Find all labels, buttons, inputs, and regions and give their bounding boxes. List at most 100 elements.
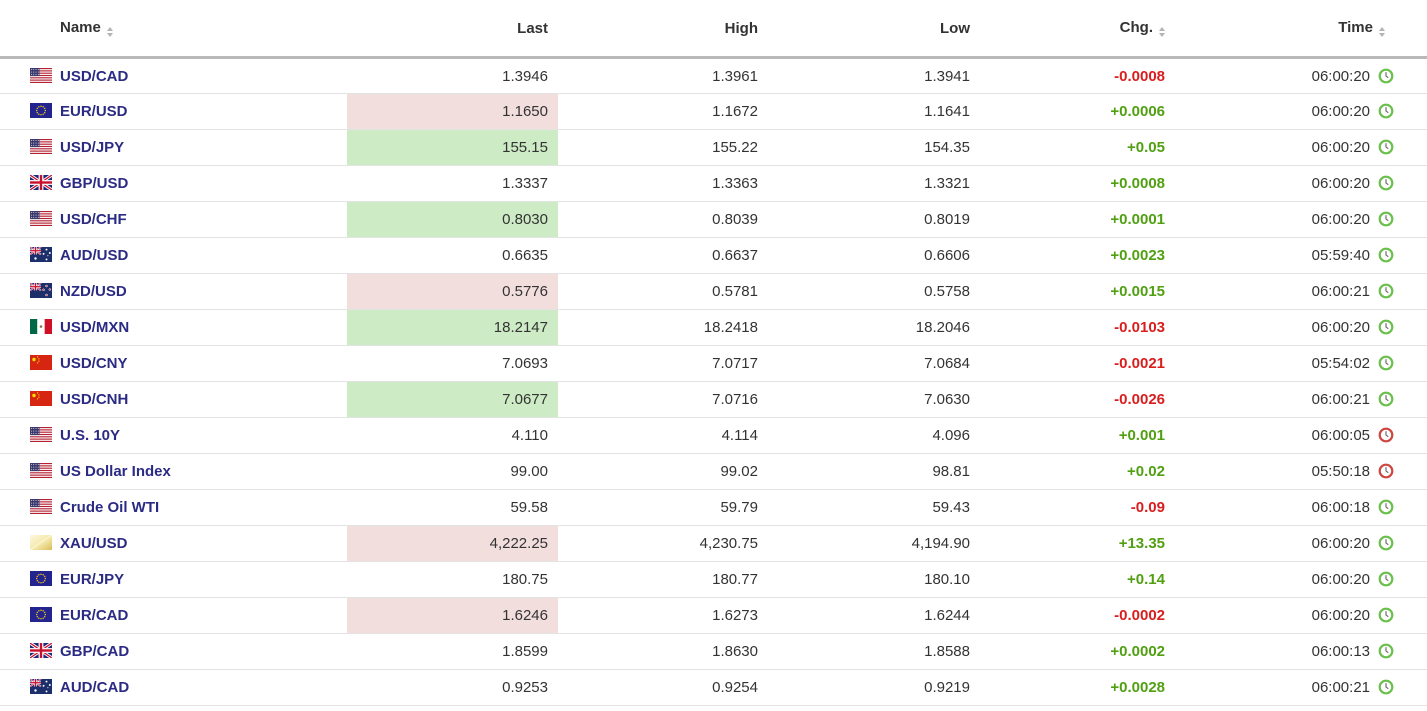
table-row: USD/JPY 155.15 155.22 154.35 +0.05 06:00:20 [0,129,1427,166]
time-text: 05:50:18 [1311,463,1370,480]
eu-flag-icon [30,571,52,586]
time-text: 06:00:20 [1311,319,1370,336]
high-price-cell: 1.3961 [558,57,768,94]
table-row: USD/CNY 7.0693 7.0717 7.0684 -0.0021 05:54:02 [0,345,1427,382]
instrument-cell: GBP/CAD [0,633,347,670]
time-text: 06:00:20 [1311,535,1370,552]
instrument-link[interactable]: USD/MXN [60,319,130,336]
table-row: U.S. 10Y 4.110 4.114 4.096 +0.001 06:00:05 [0,417,1427,454]
change-cell: -0.0008 [980,57,1175,94]
last-price-cell: 1.8599 [347,633,558,670]
last-price-cell: 59.58 [347,489,558,526]
au-flag-icon [30,679,52,694]
table-row: AUD/CAD 0.9253 0.9254 0.9219 +0.0028 06:00:21 [0,669,1427,706]
change-cell: -0.0103 [980,309,1175,346]
high-price-cell: 1.3363 [558,165,768,202]
instrument-cell: EUR/CAD [0,597,347,634]
instrument-link[interactable]: USD/JPY [60,139,125,156]
low-price-cell: 0.5758 [768,273,980,310]
high-price-cell: 99.02 [558,453,768,490]
clock-icon [1378,175,1394,191]
table-row: USD/MXN 18.2147 18.2418 18.2046 -0.0103 06:00… [0,309,1427,346]
instrument-cell: AUD/USD [0,237,347,274]
instrument-link[interactable]: NZD/USD [60,283,127,300]
instrument-link[interactable]: U.S. 10Y [60,427,121,444]
clock-icon [1378,103,1394,119]
last-price-cell: 180.75 [347,561,558,598]
us-flag-icon [30,67,52,83]
instrument-link[interactable]: EUR/JPY [60,571,125,588]
sort-arrows-icon [1379,27,1385,37]
time-text: 05:54:02 [1311,355,1370,372]
instrument-link[interactable]: Crude Oil WTI [60,499,160,516]
gold-flag-icon [30,535,52,550]
instrument-link[interactable]: USD/CAD [60,67,129,85]
column-header-last[interactable]: Last [347,0,558,59]
clock-icon [1378,643,1394,659]
low-price-cell: 1.3321 [768,165,980,202]
table-row: NZD/USD 0.5776 0.5781 0.5758 +0.0015 06:00:21 [0,273,1427,310]
instrument-cell: NZD/USD [0,273,347,310]
column-header-time[interactable]: Time [1175,0,1427,59]
column-header-label: Chg. [1119,19,1153,36]
table-row: GBP/USD 1.3337 1.3363 1.3321 +0.0008 06:00:20 [0,165,1427,202]
high-price-cell: 1.8630 [558,633,768,670]
table-row: GBP/CAD 1.8599 1.8630 1.8588 +0.0002 06:00:13 [0,633,1427,670]
instrument-link[interactable]: GBP/USD [60,175,129,192]
gb-flag-icon [30,175,52,190]
instrument-link[interactable]: USD/CNH [60,391,129,408]
instrument-link[interactable]: EUR/CAD [60,607,129,624]
low-price-cell: 0.8019 [768,201,980,238]
column-header-label: Name [60,19,101,36]
last-price-cell: 0.6635 [347,237,558,274]
instrument-link[interactable]: GBP/CAD [60,643,130,660]
change-cell: -0.0026 [980,381,1175,418]
clock-icon [1378,355,1394,371]
eu-flag-icon [30,607,52,622]
change-cell: +0.05 [980,129,1175,166]
cn-flag-icon [30,355,52,370]
clock-icon [1378,607,1394,623]
time-cell: 06:00:21 [1175,273,1427,310]
table-row: XAU/USD 4,222.25 4,230.75 4,194.90 +13.35 06:… [0,525,1427,562]
high-price-cell: 1.6273 [558,597,768,634]
us-flag-icon [30,427,52,442]
instrument-link[interactable]: AUD/USD [60,247,129,264]
column-header-chg[interactable]: Chg. [980,0,1175,59]
time-cell: 06:00:20 [1175,129,1427,166]
instrument-cell: U.S. 10Y [0,417,347,454]
last-price-cell: 1.3337 [347,165,558,202]
instrument-link[interactable]: US Dollar Index [60,463,171,480]
column-header-high[interactable]: High [558,0,768,59]
instrument-link[interactable]: AUD/CAD [60,679,130,696]
last-price-cell: 4.110 [347,417,558,454]
time-cell: 06:00:13 [1175,633,1427,670]
high-price-cell: 0.9254 [558,669,768,706]
instrument-link[interactable]: XAU/USD [60,535,128,552]
time-text: 06:00:20 [1311,103,1370,120]
us-flag-icon [30,463,52,478]
time-text: 06:00:18 [1311,499,1370,516]
high-price-cell: 4.114 [558,417,768,454]
change-cell: +0.0008 [980,165,1175,202]
last-price-cell: 0.9253 [347,669,558,706]
time-cell: 06:00:20 [1175,525,1427,562]
table-row: EUR/CAD 1.6246 1.6273 1.6244 -0.0002 06:00:20 [0,597,1427,634]
mx-flag-icon [30,319,52,334]
last-price-cell: 7.0693 [347,345,558,382]
instrument-link[interactable]: USD/CNY [60,355,128,372]
column-header-low[interactable]: Low [768,0,980,59]
clock-icon [1378,679,1394,695]
time-cell: 06:00:21 [1175,669,1427,706]
high-price-cell: 0.5781 [558,273,768,310]
gb-flag-icon [30,643,52,658]
clock-icon [1378,68,1394,84]
header-row: Name Last High Low Chg. Time [0,0,1427,59]
last-price-cell: 4,222.25 [347,525,558,562]
column-header-name[interactable]: Name [0,0,347,59]
time-text: 06:00:20 [1311,211,1370,228]
instrument-link[interactable]: USD/CHF [60,211,127,228]
table-row: USD/CHF 0.8030 0.8039 0.8019 +0.0001 06:00:20 [0,201,1427,238]
instrument-link[interactable]: EUR/USD [60,103,128,120]
